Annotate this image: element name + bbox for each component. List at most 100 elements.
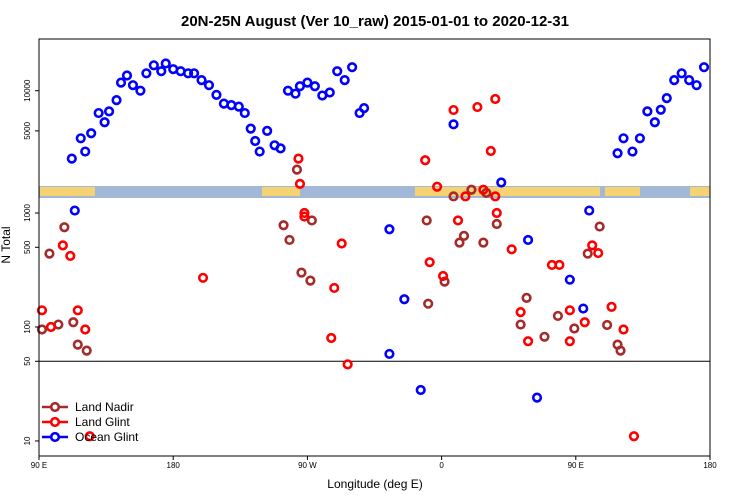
land-glint-point — [197, 272, 209, 283]
y-tick-label: 10 — [23, 436, 32, 445]
land-glint-point — [36, 305, 48, 316]
land-nadir-point — [602, 319, 613, 331]
legend-entry-label: Land Nadir — [75, 400, 134, 414]
ocean-glint-point — [676, 68, 687, 79]
ocean-glint-point — [627, 146, 638, 157]
land-glint-point — [628, 431, 640, 442]
ocean-glint-point — [135, 85, 146, 96]
land-nadir-point — [59, 222, 70, 233]
land-glint-point — [336, 238, 347, 249]
ocean-glint-point — [115, 77, 127, 88]
ocean-glint-point — [578, 303, 589, 314]
land-nadir-point — [466, 184, 477, 195]
ocean-glint-point — [99, 117, 110, 128]
land-nadir-point — [296, 267, 307, 278]
land-glint-point — [65, 250, 76, 262]
land-nadir-point — [305, 275, 316, 286]
data-points — [36, 58, 710, 442]
ocean-glint-point — [634, 133, 646, 144]
land-glint-point — [80, 324, 91, 335]
ocean-glint-point — [496, 177, 507, 188]
y-tick-label: 1000 — [23, 204, 32, 222]
land-nadir-point — [44, 248, 55, 259]
y-tick-label: 10000 — [23, 79, 32, 102]
ocean-glint-point — [358, 103, 370, 114]
land-mass — [415, 187, 600, 196]
ocean-glint-point — [612, 148, 623, 159]
ocean-glint-point — [691, 80, 702, 91]
land-nadir-point — [423, 298, 434, 309]
land-glint-point — [506, 244, 517, 255]
ocean-glint-point — [698, 62, 710, 73]
land-nadir-point — [72, 339, 83, 350]
plot-frame — [38, 38, 711, 457]
land-glint-point — [437, 270, 449, 282]
x-tick-label: 90 E — [31, 461, 47, 470]
land-glint-point — [490, 93, 501, 105]
land-nadir-point — [421, 215, 432, 226]
x-tick-label: 180 — [703, 461, 717, 470]
y-tick-label: 100 — [23, 320, 32, 334]
land-glint-point — [329, 282, 340, 294]
chart-title: 20N-25N August (Ver 10_raw) 2015-01-01 t… — [181, 13, 569, 30]
legend-entry-label: Ocean Glint — [75, 430, 139, 444]
ocean-glint-point — [183, 68, 194, 79]
x-tick-label: 180 — [167, 461, 181, 470]
land-nadir-point — [68, 317, 79, 328]
land-nadir-point — [291, 164, 303, 175]
ocean-glint-point — [148, 60, 159, 71]
land-glint-point — [293, 153, 304, 164]
y-tick-label: 5000 — [23, 121, 32, 139]
land-glint-point — [472, 101, 483, 113]
land-nadir-point — [448, 191, 459, 202]
ocean-glint-point — [69, 205, 80, 216]
ocean-glint-point — [399, 294, 410, 305]
y-tick-label: 50 — [23, 356, 32, 365]
ocean-glint-point — [127, 80, 139, 91]
ocean-glint-point — [448, 119, 459, 130]
land-nadir-point — [491, 218, 502, 230]
ocean-glint-point — [655, 104, 666, 115]
ocean-glint-point — [347, 62, 358, 73]
ocean-glint-point — [211, 89, 222, 101]
land-glint-point — [564, 336, 575, 347]
land-glint-point — [420, 155, 431, 166]
land-glint-point — [448, 104, 459, 116]
land-glint-point — [432, 181, 443, 192]
land-nadir-point — [284, 234, 295, 246]
land-glint-point — [491, 207, 502, 219]
land-glint-point — [593, 247, 604, 259]
ocean-glint-point — [66, 153, 77, 164]
ocean-glint-point — [684, 75, 695, 86]
ocean-glint-point — [111, 95, 122, 106]
ocean-glint-point — [233, 101, 244, 112]
land-glint-point — [299, 207, 310, 219]
ocean-glint-point — [618, 133, 629, 144]
land-nadir-point — [439, 276, 450, 287]
ocean-glint-point — [262, 125, 273, 136]
land-nadir-point — [515, 319, 526, 330]
ocean-glint-point — [309, 81, 320, 92]
ocean-glint-point — [642, 106, 653, 117]
land-nadir-point — [458, 230, 470, 241]
ocean-glint-point — [384, 348, 395, 360]
map-band — [39, 186, 710, 198]
x-tick-label: 90 W — [298, 461, 317, 470]
y-axis: 10 50 100 500 1000 5000 10000 — [23, 79, 39, 445]
land-glint-point — [45, 321, 57, 333]
land-nadir-point — [454, 237, 465, 248]
land-glint-point — [342, 359, 353, 370]
land-glint-point — [579, 317, 590, 328]
land-nadir-point — [539, 331, 550, 342]
ocean-glint-point — [203, 80, 215, 91]
land-glint-point — [564, 305, 575, 316]
land-nadir-point — [36, 324, 48, 335]
land-glint-point — [490, 191, 501, 202]
land-glint-point — [294, 178, 306, 189]
ocean-glint-point — [384, 224, 395, 235]
ocean-glint-point — [239, 107, 250, 119]
land-nadir-point — [594, 221, 605, 232]
ocean-glint-point — [531, 392, 543, 403]
land-mass — [40, 187, 95, 196]
